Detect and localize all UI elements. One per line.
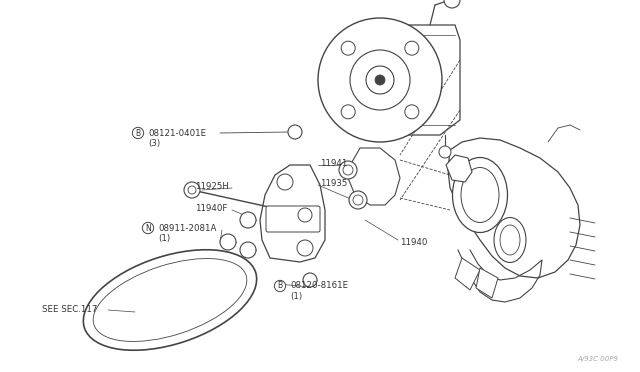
Ellipse shape	[461, 167, 499, 222]
Circle shape	[350, 50, 410, 110]
Circle shape	[184, 182, 200, 198]
Circle shape	[349, 191, 367, 209]
Circle shape	[341, 105, 355, 119]
Ellipse shape	[494, 218, 526, 263]
Text: (3): (3)	[148, 138, 160, 148]
Text: 11941: 11941	[320, 158, 348, 167]
Text: A/93C 00P9: A/93C 00P9	[577, 356, 618, 362]
Circle shape	[298, 208, 312, 222]
Polygon shape	[446, 155, 472, 182]
Circle shape	[405, 105, 419, 119]
Text: SEE SEC.117: SEE SEC.117	[42, 305, 97, 314]
Circle shape	[353, 195, 363, 205]
Polygon shape	[260, 165, 325, 262]
Polygon shape	[455, 258, 480, 290]
Polygon shape	[476, 268, 498, 298]
FancyBboxPatch shape	[266, 206, 320, 232]
Text: 08121-0401E: 08121-0401E	[148, 128, 206, 138]
Text: 11935: 11935	[320, 179, 348, 187]
Circle shape	[444, 0, 460, 8]
Circle shape	[240, 212, 256, 228]
Polygon shape	[405, 25, 460, 135]
Circle shape	[277, 174, 293, 190]
Circle shape	[318, 18, 442, 142]
Text: 08911-2081A: 08911-2081A	[158, 224, 216, 232]
Ellipse shape	[452, 157, 508, 232]
Text: 11940: 11940	[400, 237, 428, 247]
Text: 11925H: 11925H	[195, 182, 229, 190]
Text: B: B	[277, 282, 283, 291]
Text: B: B	[136, 128, 141, 138]
Circle shape	[375, 75, 385, 85]
Text: (1): (1)	[290, 292, 302, 301]
Circle shape	[405, 41, 419, 55]
Text: (1): (1)	[158, 234, 170, 243]
Circle shape	[188, 186, 196, 194]
Circle shape	[220, 234, 236, 250]
Text: N: N	[145, 224, 151, 232]
Polygon shape	[348, 148, 400, 205]
Circle shape	[240, 242, 256, 258]
Text: 11940F: 11940F	[195, 203, 227, 212]
Circle shape	[343, 165, 353, 175]
Circle shape	[288, 125, 302, 139]
Circle shape	[366, 66, 394, 94]
Circle shape	[297, 240, 313, 256]
Text: 08120-8161E: 08120-8161E	[290, 282, 348, 291]
Circle shape	[341, 41, 355, 55]
Ellipse shape	[500, 225, 520, 255]
Ellipse shape	[83, 250, 257, 350]
Ellipse shape	[93, 259, 247, 341]
Circle shape	[339, 161, 357, 179]
Circle shape	[439, 146, 451, 158]
Circle shape	[303, 273, 317, 287]
